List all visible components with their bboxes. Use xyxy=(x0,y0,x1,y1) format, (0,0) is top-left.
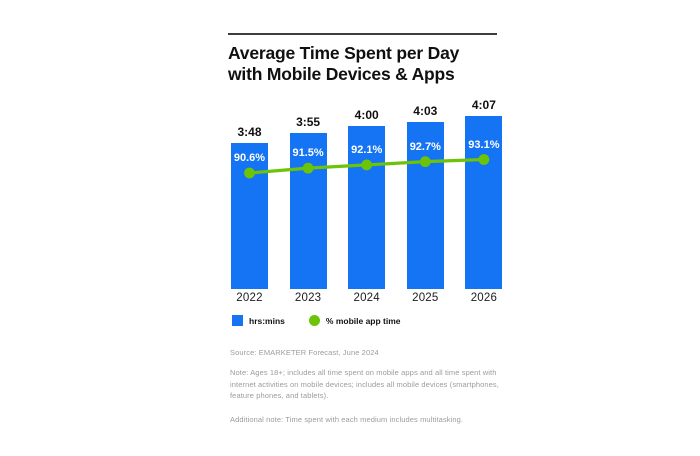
line-dot-2022 xyxy=(244,167,255,179)
bar-value-label-2024: 4:00 xyxy=(354,107,379,122)
legend-item-hrs-mins: hrs:mins xyxy=(232,315,285,326)
x-tick-2023: 2023 xyxy=(294,292,322,304)
chart-plot-area: 3:48 90.6% 3:55 91.5% 4:00 92.1% 4:03 92.7% 4:07… xyxy=(228,98,504,289)
x-tick-2024: 2024 xyxy=(353,292,380,304)
bar-2023 xyxy=(289,133,327,289)
title-rule xyxy=(228,33,497,35)
chart-legend: hrs:mins % mobile app time xyxy=(232,315,401,326)
bar-value-label-2022: 3:48 xyxy=(237,125,262,139)
pct-label-2024: 92.1% xyxy=(351,143,383,156)
legend-label: % mobile app time xyxy=(325,315,401,326)
bar-value-label-2023: 3:55 xyxy=(296,115,321,130)
bar-2024 xyxy=(348,125,386,289)
x-tick-2026: 2026 xyxy=(470,292,498,304)
mobile-app-time-swatch-icon xyxy=(308,315,320,326)
report-card: Average Time Spent per Day with Mobile D… xyxy=(228,0,510,456)
pct-label-2022: 90.6% xyxy=(233,152,266,164)
x-axis: 2022 2023 2024 2025 2026 xyxy=(228,292,504,306)
legend-label: hrs:mins xyxy=(249,315,285,326)
pct-label-2025: 92.7% xyxy=(409,140,441,153)
hrs-mins-swatch-icon xyxy=(232,315,243,326)
x-tick-2022: 2022 xyxy=(236,292,263,304)
pct-label-2026: 93.1% xyxy=(468,138,500,151)
pct-label-2023: 91.5% xyxy=(292,147,324,160)
line-dot-2025 xyxy=(419,156,431,168)
legend-item-mobile-app-time: % mobile app time xyxy=(308,315,401,326)
bar-2022 xyxy=(231,143,268,289)
x-tick-2025: 2025 xyxy=(412,292,439,304)
line-dot-2024 xyxy=(361,159,373,171)
bar-2025 xyxy=(406,121,444,289)
line-dot-2023 xyxy=(302,162,314,174)
bar-2026 xyxy=(465,116,503,289)
bar-value-label-2025: 4:03 xyxy=(413,103,438,118)
chart-title: Average Time Spent per Day with Mobile D… xyxy=(228,43,460,84)
source-note: Source: EMARKETER Forecast, June 2024 xyxy=(230,348,379,357)
line-dot-2026 xyxy=(478,154,490,165)
methodology-note: Note: Ages 18+; includes all time spent … xyxy=(230,368,499,400)
additional-note: Additional note: Time spent with each me… xyxy=(230,415,464,424)
bar-value-label-2026: 4:07 xyxy=(471,98,496,112)
mobile-app-time-line xyxy=(244,154,490,179)
